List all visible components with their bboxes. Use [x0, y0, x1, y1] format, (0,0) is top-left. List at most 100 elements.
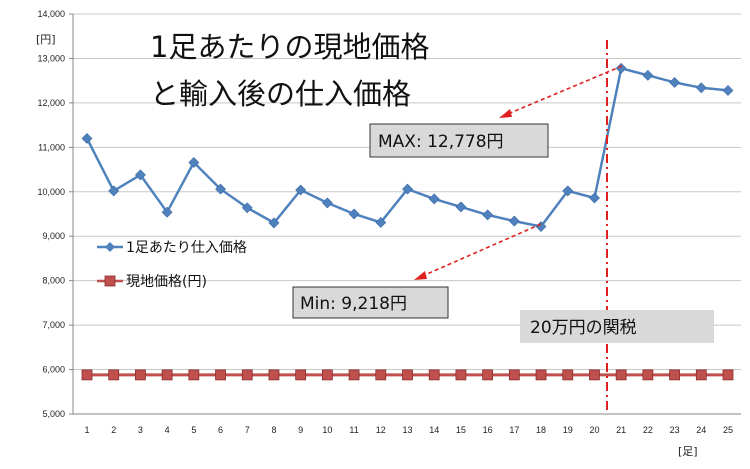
x-tick-label: 23: [670, 425, 680, 435]
y-tick-label: 7,000: [42, 320, 65, 330]
y-unit-label: [円]: [36, 33, 56, 46]
y-tick-label: 14,000: [37, 9, 65, 19]
x-tick-label: 18: [536, 425, 546, 435]
x-tick-labels: 1 2 3 4 5 6 7 8 9 10 11 12 13 14 15 16 17 18 19 20 21 22 23 24 2…: [84, 425, 733, 435]
data-point: [161, 206, 173, 218]
data-point: [81, 369, 93, 381]
max-arrowhead: [499, 109, 512, 118]
y-tick-label: 5,000: [42, 409, 65, 419]
y-tick-label: 10,000: [37, 187, 65, 197]
x-tick-label: 17: [509, 425, 519, 435]
data-point: [695, 82, 707, 94]
data-point: [321, 369, 333, 381]
data-point: [268, 369, 280, 381]
data-point: [161, 369, 173, 381]
data-point: [428, 369, 440, 381]
tariff-label: 20万円の関税: [530, 318, 637, 338]
data-point: [669, 77, 681, 88]
data-point: [402, 183, 413, 195]
data-point: [188, 157, 200, 168]
legend-marker-purchase-price: [105, 242, 115, 252]
data-point: [348, 208, 360, 220]
data-point: [535, 369, 547, 381]
data-point: [108, 369, 120, 381]
y-tick-label: 9,000: [42, 231, 65, 241]
min-label-box: [292, 286, 449, 319]
max-arrow: [502, 65, 623, 117]
data-point: [134, 169, 146, 181]
x-tick-label: 14: [429, 425, 439, 435]
data-point: [642, 69, 654, 81]
y-tick-labels: 5,000 6,000 7,000 8,000 9,000 10,000 11,000 12,…: [37, 9, 73, 419]
data-point: [241, 369, 253, 381]
x-tick-label: 15: [456, 425, 466, 435]
y-tick-label: 6,000: [42, 365, 65, 375]
x-tick-label: 8: [271, 425, 276, 435]
data-point: [188, 369, 200, 381]
legend: 1足あたり仕入価格 現地価格(円): [97, 240, 247, 290]
max-label: MAX: 12,778円: [378, 132, 504, 152]
x-unit-label: [足]: [678, 445, 698, 458]
data-point: [268, 217, 280, 229]
min-label: Min: 9,218円: [300, 294, 407, 314]
x-tick-label: 20: [589, 425, 599, 435]
data-point: [562, 185, 574, 197]
data-point: [81, 133, 93, 144]
tariff-label-box: [520, 310, 714, 343]
data-point: [215, 183, 226, 195]
data-point: [375, 369, 387, 381]
x-tick-label: 24: [696, 425, 706, 435]
x-tick-label: 13: [402, 425, 412, 435]
data-point: [482, 209, 494, 221]
x-tick-label: 10: [322, 425, 332, 435]
x-tick-label: 22: [643, 425, 653, 435]
data-point: [482, 369, 494, 381]
x-tick-label: 19: [563, 425, 573, 435]
data-point: [669, 369, 680, 381]
data-point: [562, 369, 574, 381]
x-tick-label: 12: [376, 425, 386, 435]
x-tick-label: 5: [191, 425, 196, 435]
data-point: [321, 197, 333, 209]
legend-label-local-price: 現地価格(円): [126, 274, 207, 290]
x-tick-label: 1: [84, 425, 89, 435]
x-tick-label: 6: [218, 425, 223, 435]
data-point: [589, 369, 600, 381]
data-point: [508, 369, 520, 381]
x-tick-label: 9: [298, 425, 303, 435]
data-point: [695, 369, 707, 381]
data-point: [589, 192, 600, 204]
data-point: [215, 369, 226, 381]
data-point: [455, 201, 467, 213]
data-point: [135, 369, 146, 381]
legend-marker-local-price: [104, 275, 116, 287]
y-tick-label: 12,000: [37, 98, 65, 108]
data-point: [295, 184, 307, 196]
min-arrowhead: [414, 271, 427, 280]
data-point: [108, 185, 120, 197]
x-tick-label: 3: [138, 425, 143, 435]
x-tick-label: 11: [349, 425, 358, 435]
max-label-box: [369, 123, 549, 158]
x-tick-label: 2: [111, 425, 116, 435]
y-tick-label: 8,000: [42, 276, 65, 286]
legend-label-purchase-price: 1足あたり仕入価格: [126, 240, 247, 256]
data-point: [722, 85, 734, 96]
x-tick-label: 21: [616, 425, 626, 435]
data-point: [455, 369, 467, 381]
chart-title-line-2: と輸入後の仕入価格: [150, 77, 411, 111]
data-point: [722, 369, 734, 381]
data-point: [615, 62, 627, 74]
data-point: [375, 217, 387, 228]
min-arrow: [417, 223, 542, 279]
x-tick-label: 25: [723, 425, 733, 435]
data-point: [348, 369, 360, 381]
chart-title-line-1: 1足あたりの現地価格: [150, 30, 429, 64]
x-tick-label: 4: [165, 425, 170, 435]
data-point: [642, 369, 654, 381]
y-tick-label: 13,000: [37, 53, 65, 63]
data-point: [508, 215, 520, 227]
data-point: [615, 369, 627, 381]
x-tick-label: 16: [483, 425, 493, 435]
